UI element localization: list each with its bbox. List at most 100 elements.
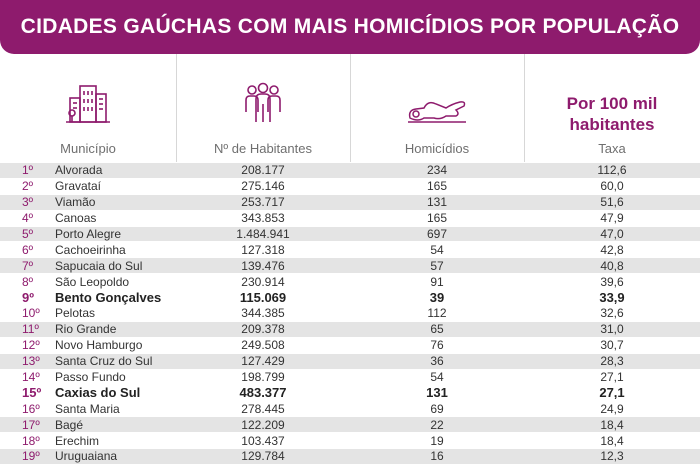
population-cell: 483.377: [239, 385, 287, 401]
population-cell: 278.445: [241, 401, 285, 416]
header-taxa-label: Taxa: [598, 141, 626, 156]
population-cell: 209.378: [241, 322, 285, 337]
table-row: 7º Sapucaia do Sul 139.476 57 40,8: [0, 257, 700, 274]
city-cell: Santa Maria: [55, 401, 120, 416]
table-row: 8º São Leopoldo 230.914 91 39,6: [0, 273, 700, 290]
population-cell: 115.069: [239, 290, 287, 306]
rate-cell: 47,9: [600, 211, 624, 226]
population-cell: 127.318: [241, 242, 285, 257]
homicides-cell: 165: [426, 179, 448, 194]
city-cell: Erechim: [55, 433, 100, 448]
header-divider: [176, 54, 177, 162]
homicides-cell: 131: [426, 195, 448, 210]
header-por100mil: Por 100 mil habitantes: [566, 94, 658, 134]
population-cell: 344.385: [241, 306, 285, 321]
city-cell: Uruguaiana: [55, 449, 118, 464]
rate-cell: 24,9: [600, 401, 624, 416]
rate-cell: 18,4: [600, 433, 624, 448]
rank-cell: 18º: [22, 433, 40, 448]
homicides-cell: 65: [430, 322, 444, 337]
data-table: 1º Alvorada 208.177 234 112,6 2º Gravataí 275.1…: [0, 162, 700, 464]
city-cell: Viamão: [55, 195, 96, 210]
city-cell: Gravataí: [55, 179, 102, 194]
rank-cell: 17º: [22, 417, 40, 432]
homicides-cell: 76: [430, 338, 444, 353]
rate-cell: 40,8: [600, 258, 624, 273]
rate-cell: 112,6: [597, 163, 627, 178]
table-row: 4º Canoas 343.853 165 47,9: [0, 209, 700, 226]
table-row: 14º Passo Fundo 198.799 54 27,1: [0, 368, 700, 385]
city-cell: Canoas: [55, 211, 97, 226]
rate-cell: 42,8: [600, 242, 624, 257]
table-row: 16º Santa Maria 278.445 69 24,9: [0, 400, 700, 417]
table-row: 15º Caxias do Sul 483.377 131 27,1: [0, 384, 700, 400]
rate-cell: 39,6: [600, 274, 624, 289]
rate-cell: 33,9: [599, 290, 625, 306]
people-group-icon: [243, 82, 283, 131]
population-cell: 139.476: [241, 258, 285, 273]
rate-cell: 47,0: [600, 227, 624, 241]
rank-cell: 11º: [22, 322, 39, 337]
population-cell: 275.146: [241, 179, 285, 194]
city-cell: São Leopoldo: [55, 274, 130, 289]
rate-cell: 27,1: [600, 370, 624, 385]
homicides-cell: 165: [426, 211, 448, 226]
table-row: 13º Santa Cruz do Sul 127.429 36 28,3: [0, 352, 700, 369]
rate-cell: 31,0: [600, 322, 624, 337]
rank-cell: 14º: [22, 370, 40, 385]
table-row: 17º Bagé 122.209 22 18,4: [0, 416, 700, 433]
city-cell: Rio Grande: [55, 322, 117, 337]
table-row: 12º Novo Hamburgo 249.508 76 30,7: [0, 336, 700, 353]
homicides-cell: 22: [430, 417, 444, 432]
table-row: 9º Bento Gonçalves 115.069 39 33,9: [0, 289, 700, 305]
homicides-cell: 91: [430, 274, 444, 289]
population-cell: 127.429: [241, 354, 285, 369]
header-divider: [350, 54, 351, 162]
table-row: 19º Uruguaiana 129.784 16 12,3: [0, 448, 700, 464]
buildings-icon: [66, 82, 110, 131]
homicides-cell: 39: [429, 290, 445, 306]
table-header: Município Nº de Habitantes Homicídios: [0, 54, 700, 162]
rate-cell: 51,6: [600, 195, 624, 210]
city-cell: Pelotas: [55, 306, 96, 321]
rate-cell: 18,4: [600, 417, 624, 432]
rank-cell: 1º: [22, 163, 34, 178]
city-cell: Alvorada: [55, 163, 103, 178]
homicides-cell: 54: [430, 242, 444, 257]
rank-cell: 12º: [22, 338, 40, 353]
table-row: 1º Alvorada 208.177 234 112,6: [0, 162, 700, 178]
population-cell: 122.209: [241, 417, 285, 432]
city-cell: Bagé: [55, 417, 84, 432]
city-cell: Cachoeirinha: [55, 242, 126, 257]
homicides-cell: 697: [426, 227, 448, 241]
rank-cell: 19º: [22, 449, 40, 464]
rate-cell: 60,0: [600, 179, 624, 194]
page-title: CIDADES GAÚCHAS COM MAIS HOMICÍDIOS POR …: [20, 15, 680, 38]
city-cell: Passo Fundo: [55, 370, 126, 385]
rank-cell: 9º: [22, 290, 34, 306]
rank-cell: 8º: [22, 274, 34, 289]
city-cell: Porto Alegre: [55, 227, 122, 241]
rank-cell: 7º: [22, 258, 34, 273]
population-cell: 198.799: [241, 370, 285, 385]
population-cell: 253.717: [241, 195, 285, 210]
header-divider: [524, 54, 525, 162]
header-homicidios-label: Homicídios: [404, 141, 470, 156]
city-cell: Sapucaia do Sul: [55, 258, 143, 273]
title-bar: CIDADES GAÚCHAS COM MAIS HOMICÍDIOS POR …: [0, 0, 700, 54]
city-cell: Santa Cruz do Sul: [55, 354, 153, 369]
table-row: 18º Erechim 103.437 19 18,4: [0, 432, 700, 449]
header-habitantes: Nº de Habitantes: [176, 54, 350, 162]
rank-cell: 6º: [22, 242, 34, 257]
table-row: 11º Rio Grande 209.378 65 31,0: [0, 320, 700, 337]
population-cell: 343.853: [241, 211, 285, 226]
rate-cell: 30,7: [600, 338, 624, 353]
table-row: 5º Porto Alegre 1.484.941 697 47,0: [0, 225, 700, 242]
rank-cell: 4º: [22, 211, 34, 226]
rank-cell: 2º: [22, 179, 34, 194]
table-row: 3º Viamão 253.717 131 51,6: [0, 193, 700, 210]
population-cell: 129.784: [241, 449, 285, 464]
rank-cell: 3º: [22, 195, 34, 210]
homicides-cell: 57: [430, 258, 444, 273]
rate-cell: 27,1: [599, 385, 625, 401]
